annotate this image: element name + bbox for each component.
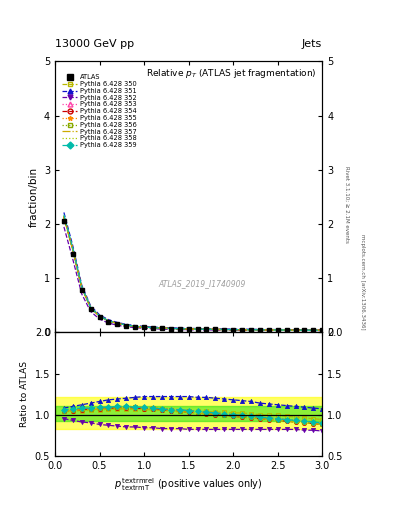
Text: Rivet 3.1.10; ≥ 2.1M events: Rivet 3.1.10; ≥ 2.1M events: [344, 166, 349, 243]
Y-axis label: Ratio to ATLAS: Ratio to ATLAS: [20, 361, 29, 427]
Legend: ATLAS, Pythia 6.428 350, Pythia 6.428 351, Pythia 6.428 352, Pythia 6.428 353, P: ATLAS, Pythia 6.428 350, Pythia 6.428 35…: [61, 73, 138, 150]
Text: 13000 GeV pp: 13000 GeV pp: [55, 38, 134, 49]
Text: Relative $p_{T}$ (ATLAS jet fragmentation): Relative $p_{T}$ (ATLAS jet fragmentatio…: [146, 67, 317, 80]
Y-axis label: fraction/bin: fraction/bin: [28, 167, 39, 227]
X-axis label: $p_{\rm\,textrm{T}}^{\rm\,textrm{rel}}$ (positive values only): $p_{\rm\,textrm{T}}^{\rm\,textrm{rel}}$ …: [114, 476, 263, 493]
Text: ATLAS_2019_I1740909: ATLAS_2019_I1740909: [158, 279, 246, 288]
Bar: [55, 396, 322, 430]
Bar: [55, 407, 322, 421]
Text: mcplots.cern.ch [arXiv:1306.3436]: mcplots.cern.ch [arXiv:1306.3436]: [360, 234, 365, 329]
Text: Jets: Jets: [302, 38, 322, 49]
